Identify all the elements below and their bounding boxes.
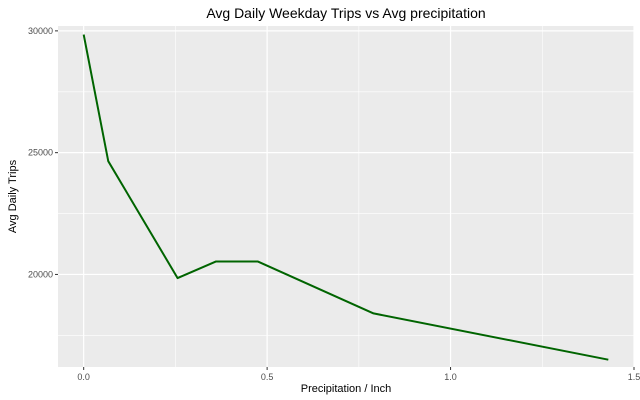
y-tick-label: 30000 bbox=[28, 26, 53, 36]
series-line bbox=[82, 34, 609, 361]
y-tick-label: 25000 bbox=[28, 148, 53, 158]
y-axis-ticks: 20000 25000 30000 bbox=[28, 26, 58, 279]
major-gridlines bbox=[58, 26, 635, 367]
series-layer bbox=[82, 34, 609, 361]
x-tick-label: 1.5 bbox=[628, 372, 640, 382]
x-tick-label: 0.0 bbox=[77, 372, 90, 382]
x-tick-label: 0.5 bbox=[261, 372, 274, 382]
x-axis-ticks: 0.0 0.5 1.0 1.5 bbox=[77, 367, 640, 382]
y-axis-title: Avg Daily Trips bbox=[7, 159, 19, 233]
y-tick-label: 20000 bbox=[28, 269, 53, 279]
x-tick-label: 1.0 bbox=[444, 372, 457, 382]
plot-panel bbox=[58, 26, 634, 367]
minor-gridlines bbox=[58, 26, 634, 367]
x-axis-title: Precipitation / Inch bbox=[301, 383, 392, 395]
chart-title: Avg Daily Weekday Trips vs Avg precipita… bbox=[206, 5, 485, 21]
